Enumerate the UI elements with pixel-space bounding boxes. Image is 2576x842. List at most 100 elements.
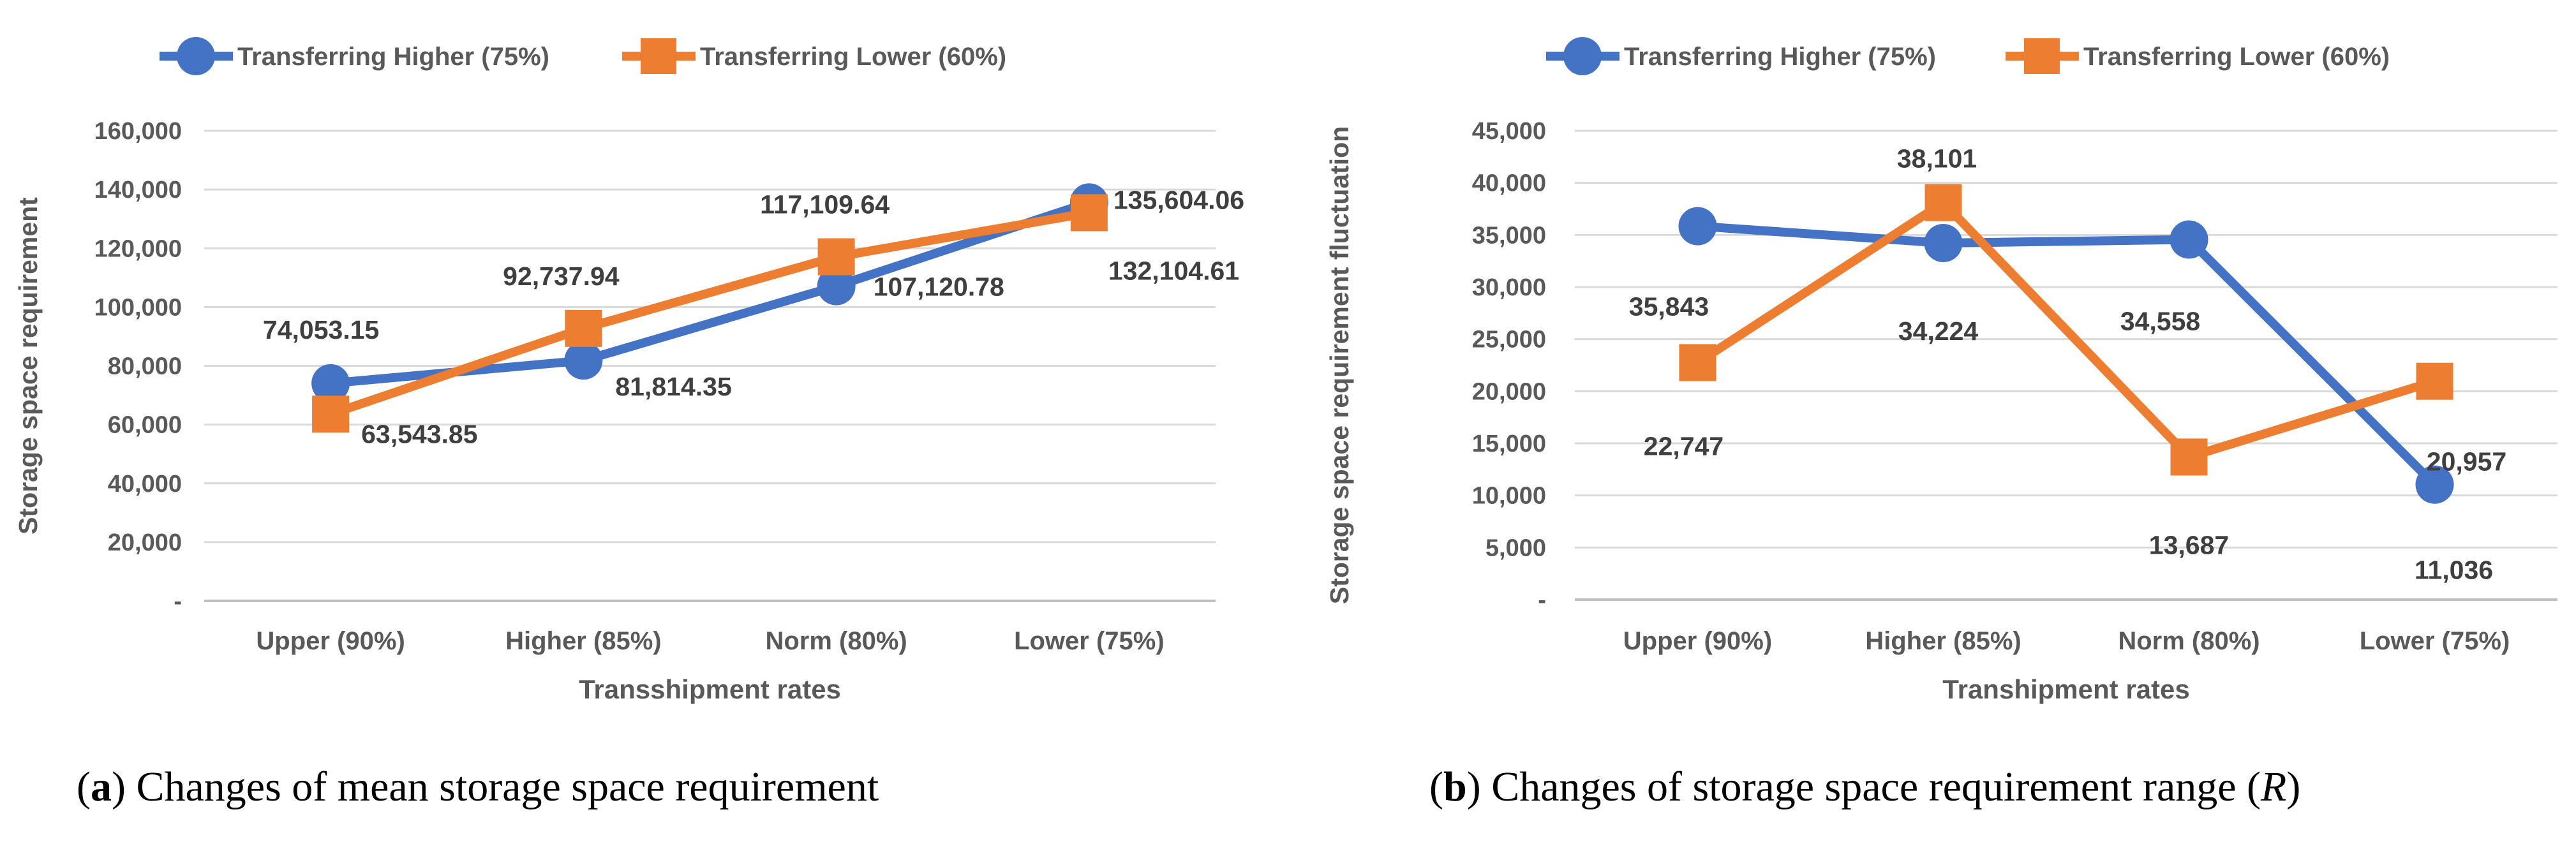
legend-square-marker-icon [2024, 38, 2060, 74]
y-tick-label: 20,000 [108, 529, 182, 556]
caption-b-open: ( [1429, 764, 1443, 810]
caption-a-text: Changes of mean storage space requiremen… [136, 764, 879, 810]
legend-circle-marker-icon [1563, 37, 1602, 75]
data-label: 38,101 [1897, 144, 1977, 174]
series-line [326, 208, 1094, 419]
x-tick-label: Norm (80%) [765, 627, 907, 655]
y-tick-label: 80,000 [108, 353, 182, 380]
caption-a-close: ) [111, 764, 137, 810]
caption-b: (b) Changes of storage space requirement… [1429, 763, 2300, 811]
data-label: 107,120.78 [874, 272, 1004, 302]
data-point-circle-marker [2170, 220, 2208, 259]
x-axis-title: Transshipment rates [579, 674, 841, 704]
y-tick-label: - [174, 588, 182, 615]
x-tick-label: Lower (75%) [2360, 627, 2510, 655]
series-line [1693, 198, 2439, 462]
x-tick-label: Lower (75%) [1014, 627, 1165, 655]
data-label: 92,737.94 [503, 262, 620, 291]
series-1 [1679, 184, 2453, 476]
caption-b-post: ) [2286, 764, 2301, 810]
gridlines [204, 129, 1216, 602]
x-axis-title: Transhipment rates [1942, 674, 2189, 704]
legend-label: Transferring Lower (60%) [700, 43, 1006, 71]
data-label: 117,109.64 [760, 190, 890, 219]
y-tick-label: 40,000 [108, 471, 182, 498]
series-1 [312, 194, 1108, 433]
caption-a-open: ( [77, 764, 91, 810]
y-tick-label: 45,000 [1472, 118, 1546, 145]
data-point-square-marker [1679, 344, 1716, 381]
y-tick-label: 15,000 [1472, 431, 1546, 457]
y-tick-label: 5,000 [1485, 535, 1546, 561]
data-point-square-marker [1070, 194, 1108, 232]
x-tick-label: Upper (90%) [1623, 627, 1772, 655]
data-point-square-marker [2170, 438, 2208, 476]
data-point-square-marker [312, 395, 350, 433]
y-tick-label: 120,000 [94, 235, 182, 262]
chart-b-storage-space-range: - 5,000 10,000 15,000 20,000 25,000 30,000 35,0… [1325, 37, 2557, 704]
series-line [1693, 221, 2439, 489]
data-point-square-marker [2416, 362, 2453, 400]
data-point-circle-marker [817, 267, 856, 306]
data-label: 135,604.06 [1113, 185, 1244, 214]
x-axis-tick-labels: Upper (90%) Higher (85%) Norm (80%) Lower (… [1623, 627, 2510, 655]
y-tick-label: 140,000 [94, 177, 182, 203]
data-label: 35,843 [1629, 292, 1709, 321]
caption-a: (a) Changes of mean storage space requir… [77, 763, 879, 811]
data-point-square-marker [1925, 184, 1962, 221]
data-point-circle-marker [564, 341, 603, 380]
legend-label: Transferring Higher (75%) [1624, 43, 1936, 71]
gridlines [1575, 129, 2557, 601]
caption-b-text: Changes of storage space requirement ran… [1491, 764, 2261, 810]
caption-a-letter: a [90, 764, 112, 810]
series-0 [1678, 207, 2454, 504]
data-label: 34,224 [1898, 316, 1979, 346]
data-point-circle-marker [1678, 207, 1717, 246]
data-labels-series-1: 63,543.85 92,737.94 117,109.64 132,104.61 [361, 190, 1239, 449]
data-point-circle-marker [1924, 224, 1963, 263]
y-axis-title: Storage space requirement [13, 197, 43, 535]
caption-b-letter: b [1443, 764, 1467, 810]
y-tick-label: - [1538, 587, 1546, 614]
panel-b: - 5,000 10,000 15,000 20,000 25,000 30,000 35,0… [1288, 0, 2576, 842]
y-axis-tick-labels: - 20,000 40,000 60,000 80,000 100,000 120,000 1… [94, 118, 182, 615]
data-label: 13,687 [2149, 530, 2229, 559]
y-tick-label: 30,000 [1472, 274, 1546, 301]
data-labels-series-1: 22,747 38,101 13,687 20,957 [1644, 144, 2506, 560]
panel-a: - 20,000 40,000 60,000 80,000 100,000 120,000 1… [13, 37, 1244, 811]
x-tick-label: Higher (85%) [1865, 627, 2021, 655]
x-axis-tick-labels: Upper (90%) Higher (85%) Norm (80%) Lower (… [256, 627, 1164, 655]
legend: Transferring Higher (75%) Transferring Lo… [160, 37, 1006, 75]
y-tick-label: 25,000 [1472, 327, 1546, 353]
x-tick-label: Higher (85%) [505, 627, 662, 655]
y-tick-label: 35,000 [1472, 222, 1546, 249]
legend-label: Transferring Higher (75%) [237, 43, 549, 71]
legend-square-marker-icon [641, 38, 676, 74]
y-tick-label: 40,000 [1472, 170, 1546, 197]
y-axis-title: Storage space requirement fluctuation [1325, 126, 1354, 605]
x-tick-label: Norm (80%) [2118, 627, 2260, 655]
data-point-square-marker [565, 309, 602, 347]
data-labels-series-0: 74,053.15 81,814.35 107,120.78 135,604.06 [263, 185, 1244, 401]
data-label: 132,104.61 [1108, 256, 1239, 285]
chart-a-mean-storage-space: - 20,000 40,000 60,000 80,000 100,000 120,000 1… [13, 37, 1244, 704]
data-labels-series-0: 35,843 34,224 34,558 11,036 [1629, 292, 2493, 585]
data-label: 74,053.15 [263, 315, 379, 344]
data-point-circle-marker [2415, 465, 2454, 504]
data-label: 63,543.85 [361, 419, 477, 448]
caption-b-italic: R [2261, 764, 2287, 810]
y-tick-label: 60,000 [108, 412, 182, 439]
legend-label: Transferring Lower (60%) [2083, 43, 2390, 71]
data-label: 11,036 [2415, 556, 2493, 585]
data-label: 81,814.35 [615, 372, 731, 401]
legend: Transferring Higher (75%) Transferring Lo… [1546, 37, 2390, 75]
y-axis-tick-labels: - 5,000 10,000 15,000 20,000 25,000 30,000 35,0… [1472, 118, 1546, 614]
y-tick-label: 20,000 [1472, 378, 1546, 405]
legend-circle-marker-icon [177, 37, 215, 75]
data-label: 34,558 [2120, 307, 2200, 336]
y-tick-label: 10,000 [1472, 483, 1546, 510]
data-label: 22,747 [1644, 431, 1724, 461]
x-tick-label: Upper (90%) [256, 627, 405, 655]
caption-b-close: ) [1466, 764, 1492, 810]
